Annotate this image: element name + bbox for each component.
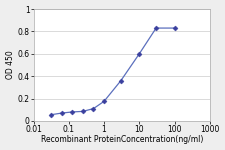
Y-axis label: OD 450: OD 450 — [6, 51, 15, 79]
X-axis label: Recombinant ProteinConcentration(ng/ml): Recombinant ProteinConcentration(ng/ml) — [40, 135, 203, 144]
